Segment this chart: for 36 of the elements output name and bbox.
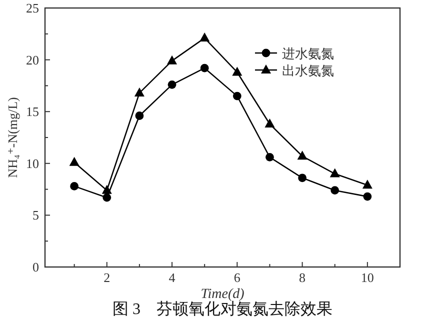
point <box>102 193 112 202</box>
legend-label: 出水氨氮 <box>282 63 334 78</box>
y-tick-label: 5 <box>32 208 39 223</box>
point <box>70 182 79 190</box>
point <box>363 192 372 201</box>
legend-label: 进水氨氮 <box>282 46 334 61</box>
point <box>69 156 80 166</box>
y-tick-label: 20 <box>26 52 39 68</box>
point <box>168 80 176 89</box>
x-tick-label: 6 <box>234 270 241 285</box>
point <box>330 186 340 195</box>
x-tick-label: 8 <box>299 270 306 285</box>
x-tick-label: 4 <box>168 270 176 285</box>
y-tick-label: 0 <box>32 260 39 274</box>
text: 图 3 芬顿氧化对氨氮去除效果 <box>112 300 332 318</box>
point <box>232 92 242 100</box>
x-tick-label: 10 <box>360 270 374 285</box>
point <box>167 55 178 64</box>
point <box>102 184 112 194</box>
point <box>266 152 274 162</box>
y-tick-label: 10 <box>26 156 39 171</box>
point <box>200 32 210 42</box>
y-tick-label: 15 <box>26 104 39 120</box>
x-axis-title: Time(d) <box>200 287 245 302</box>
point <box>232 66 242 76</box>
point <box>264 118 275 128</box>
point <box>200 64 209 72</box>
point <box>297 150 308 160</box>
point <box>134 87 144 96</box>
point <box>135 112 144 120</box>
point <box>362 180 372 189</box>
point <box>330 168 340 178</box>
y-tick-label: 25 <box>26 0 39 16</box>
y-axis-title: NH₄⁺-N(mg/L) <box>5 97 20 178</box>
x-tick-label: 2 <box>104 270 110 285</box>
point <box>298 174 306 182</box>
